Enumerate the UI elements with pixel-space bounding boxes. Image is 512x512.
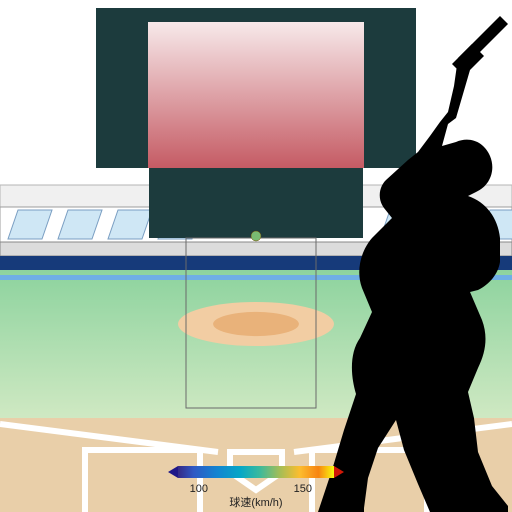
pitch-marker (251, 231, 261, 241)
colorbar-label: 球速(km/h) (229, 495, 282, 509)
scoreboard-pillar (149, 168, 363, 238)
colorbar (178, 466, 334, 478)
mound-inner (213, 312, 299, 336)
scoreboard-screen (148, 22, 364, 168)
colorbar-tick: 150 (294, 483, 312, 495)
colorbar-tick: 100 (190, 483, 208, 495)
